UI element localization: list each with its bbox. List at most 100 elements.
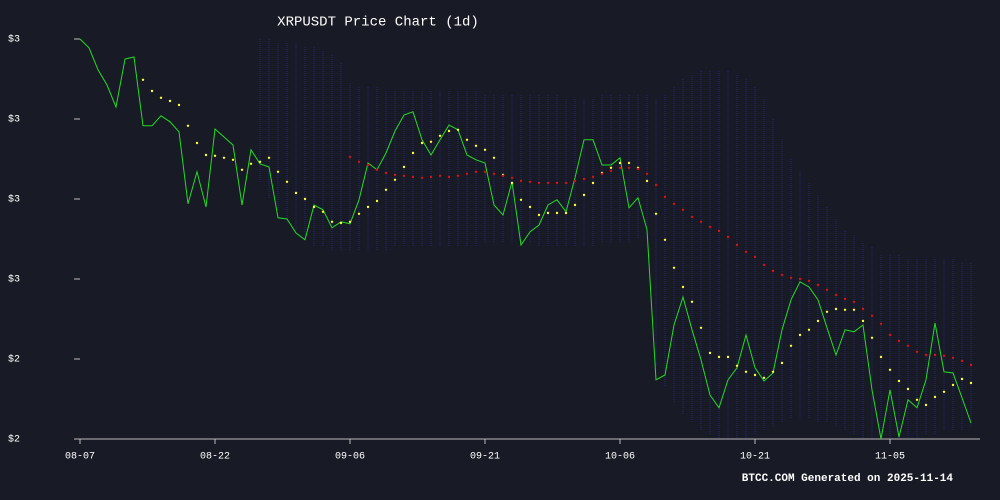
average-dot <box>861 319 865 323</box>
price-line <box>79 38 972 440</box>
average-dot <box>762 376 766 379</box>
average-dot <box>951 356 955 359</box>
average-dot <box>573 203 577 207</box>
average-dot <box>555 181 559 185</box>
average-dot <box>357 212 361 215</box>
average-dot <box>303 197 307 201</box>
average-dot <box>897 379 901 383</box>
average-dot <box>843 297 847 301</box>
average-dot <box>906 387 910 391</box>
average-dot <box>168 99 172 103</box>
average-dot <box>942 390 946 393</box>
chart-title: XRPUSDT Price Chart (1d) <box>277 15 479 31</box>
average-dot <box>447 129 451 133</box>
average-dot <box>582 193 586 197</box>
average-dot <box>690 215 694 219</box>
y-tick-label: $3 <box>8 114 20 126</box>
average-dot <box>618 161 622 165</box>
average-dot <box>969 381 973 385</box>
average-dot <box>501 174 505 177</box>
average-dot <box>879 322 883 325</box>
average-dot <box>960 377 964 381</box>
average-dot <box>915 350 919 353</box>
average-dot <box>636 167 640 171</box>
average-dot <box>357 160 361 163</box>
average-dot <box>681 285 685 289</box>
average-dot <box>438 174 442 177</box>
average-dot <box>375 168 379 171</box>
average-dot <box>654 212 658 215</box>
average-dot <box>609 169 613 173</box>
average-dot <box>411 151 415 155</box>
average-dot <box>717 355 721 359</box>
average-dot <box>519 198 523 201</box>
x-tick-label: 10-06 <box>605 452 635 463</box>
average-dot <box>798 333 802 337</box>
average-dot <box>267 156 271 159</box>
average-dot <box>654 183 658 187</box>
average-dot <box>681 208 685 211</box>
x-tick-label: 08-22 <box>200 452 230 463</box>
average-dot <box>366 163 370 167</box>
average-dot <box>834 293 838 297</box>
average-dot <box>933 395 937 399</box>
average-dot <box>222 156 226 159</box>
average-dot <box>375 199 379 203</box>
average-dot <box>807 279 811 283</box>
average-dot <box>555 211 559 215</box>
x-tick-label: 09-21 <box>470 452 500 463</box>
average-dot <box>186 124 190 128</box>
average-dot <box>348 220 352 223</box>
average-dot <box>924 353 928 357</box>
average-dot <box>591 181 595 185</box>
average-dot <box>258 160 262 163</box>
average-dot <box>852 300 856 303</box>
average-dot <box>240 168 244 171</box>
average-dot <box>816 319 820 323</box>
average-dot <box>402 165 406 169</box>
average-dot <box>249 162 253 165</box>
average-dot <box>402 174 406 177</box>
average-dot <box>807 328 811 331</box>
average-dot <box>888 333 892 337</box>
average-dot <box>213 154 217 157</box>
average-dot <box>753 373 757 377</box>
average-dot <box>204 153 208 157</box>
average-dot <box>600 172 604 175</box>
average-dot <box>897 339 901 343</box>
footer: BTCC.COM Generated on 2025-11-14 <box>742 473 954 485</box>
average-dot <box>393 173 397 177</box>
average-dot <box>510 176 514 179</box>
average-dot <box>933 353 937 357</box>
average-dot <box>951 383 955 387</box>
y-tick-label: $3 <box>8 34 20 46</box>
average-dot <box>492 156 496 159</box>
average-dot <box>834 307 838 311</box>
average-dot <box>645 179 649 183</box>
average-dot <box>447 175 451 179</box>
average-dot <box>663 195 667 199</box>
average-dot <box>789 344 793 347</box>
average-dot <box>852 308 856 311</box>
average-dot <box>798 277 802 281</box>
average-dot <box>339 221 343 225</box>
average-dot <box>888 368 892 371</box>
average-dot <box>627 161 631 165</box>
average-dot <box>411 175 415 179</box>
average-dot <box>519 179 523 183</box>
average-dot <box>744 250 748 253</box>
average-dot <box>564 181 568 185</box>
average-dot <box>294 191 298 195</box>
average-dot <box>843 308 847 311</box>
average-dot <box>699 220 703 223</box>
average-dot <box>753 255 757 259</box>
average-dot <box>195 141 199 145</box>
average-dot <box>726 355 730 359</box>
average-dot <box>510 181 514 185</box>
average-dot <box>321 210 325 213</box>
average-dot <box>582 177 586 181</box>
average-dot <box>456 174 460 177</box>
average-dot <box>618 166 622 169</box>
average-dot <box>672 266 676 269</box>
